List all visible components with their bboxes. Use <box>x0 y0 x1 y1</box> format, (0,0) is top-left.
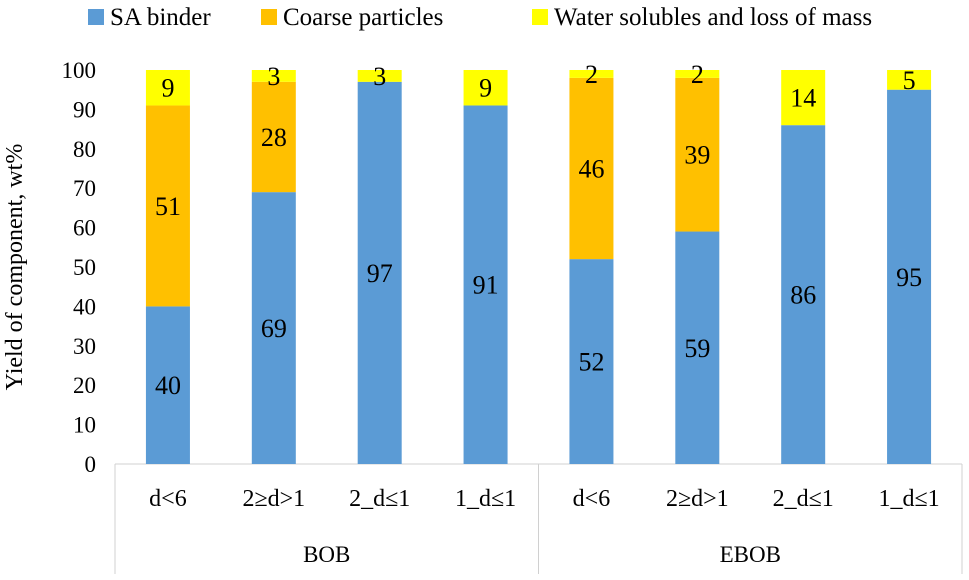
legend-label-3: Water solubles and loss of mass <box>554 4 872 31</box>
legend-label-1: SA binder <box>110 4 211 31</box>
data-label: 28 <box>261 123 287 152</box>
data-label: 69 <box>261 314 287 343</box>
bar-segment-1 <box>569 259 614 464</box>
data-label: 95 <box>896 263 922 292</box>
data-label: 9 <box>479 74 492 103</box>
y-tick-label: 70 <box>73 176 96 201</box>
y-tick-label: 40 <box>73 294 96 319</box>
bar-segment-1 <box>781 125 826 464</box>
y-tick-label: 30 <box>73 334 96 359</box>
bar-segment-1 <box>887 89 932 464</box>
axes: 0 10 20 30 40 50 60 70 80 90 100 Yield of component… <box>2 58 963 574</box>
data-label: 3 <box>373 62 386 91</box>
x-group-label: BOB <box>303 542 350 567</box>
y-tick-label: 100 <box>62 58 97 83</box>
data-label: 40 <box>155 371 181 400</box>
data-label: 97 <box>367 259 393 288</box>
y-axis-title: Yield of component, wt% <box>2 144 28 391</box>
x-category-label: 2_d≤1 <box>349 486 410 512</box>
data-label: 46 <box>578 155 604 184</box>
bars <box>145 70 932 465</box>
data-label: 3 <box>267 62 280 91</box>
x-group-label: EBOB <box>720 542 781 567</box>
data-label: 14 <box>790 84 816 113</box>
bar-segment-2 <box>145 105 190 307</box>
y-tick-label: 80 <box>73 137 96 162</box>
y-tick-label: 0 <box>85 452 97 477</box>
data-label: 5 <box>903 66 916 95</box>
x-category-label: 2≥d>1 <box>666 486 729 512</box>
bar-segment-3 <box>569 70 614 78</box>
x-category-label: 1_d≤1 <box>878 486 939 512</box>
y-tick-label: 20 <box>73 373 96 398</box>
legend-swatch-2 <box>261 9 277 25</box>
data-labels: 40 51 9 69 28 3 97 3 91 9 52 46 2 59 39 2 86 14 95 5 <box>155 60 922 400</box>
bar-segment-3 <box>887 70 932 90</box>
bar-segment-3 <box>145 70 190 106</box>
data-label: 59 <box>684 334 710 363</box>
data-label: 51 <box>155 192 181 221</box>
bar-segment-3 <box>357 70 402 82</box>
bar-segment-2 <box>251 81 296 193</box>
data-label: 2 <box>691 60 704 89</box>
x-category-label: d<6 <box>149 486 187 512</box>
x-category-label: d<6 <box>573 486 611 512</box>
legend-label-2: Coarse particles <box>283 4 443 31</box>
legend-swatch-3 <box>532 9 548 25</box>
y-tick-label: 10 <box>73 413 96 438</box>
legend-swatch-1 <box>88 9 104 25</box>
data-label: 39 <box>684 141 710 170</box>
data-label: 2 <box>585 60 598 89</box>
x-category-label: 1_d≤1 <box>455 486 516 512</box>
bar-segment-1 <box>251 192 296 464</box>
data-label: 9 <box>161 74 174 103</box>
bar-segment-1 <box>675 231 720 464</box>
data-label: 91 <box>473 271 499 300</box>
y-tick-label: 90 <box>73 97 96 122</box>
bar-segment-1 <box>145 306 190 464</box>
bar-segment-3 <box>781 70 826 126</box>
bar-segment-2 <box>569 77 614 260</box>
bar-segment-2 <box>675 77 720 232</box>
bar-segment-1 <box>463 105 508 465</box>
bar-segment-1 <box>357 81 402 464</box>
y-tick-label: 50 <box>73 255 96 280</box>
data-label: 52 <box>578 348 604 377</box>
bar-segment-3 <box>251 70 296 82</box>
x-category-label: 2≥d>1 <box>242 486 305 512</box>
bar-segment-3 <box>675 70 720 78</box>
x-category-label: 2_d≤1 <box>773 486 834 512</box>
bar-segment-3 <box>463 70 508 106</box>
y-tick-label: 60 <box>73 216 96 241</box>
legend: SA binder Coarse particles Water solubles … <box>88 4 872 31</box>
data-label: 86 <box>790 281 816 310</box>
